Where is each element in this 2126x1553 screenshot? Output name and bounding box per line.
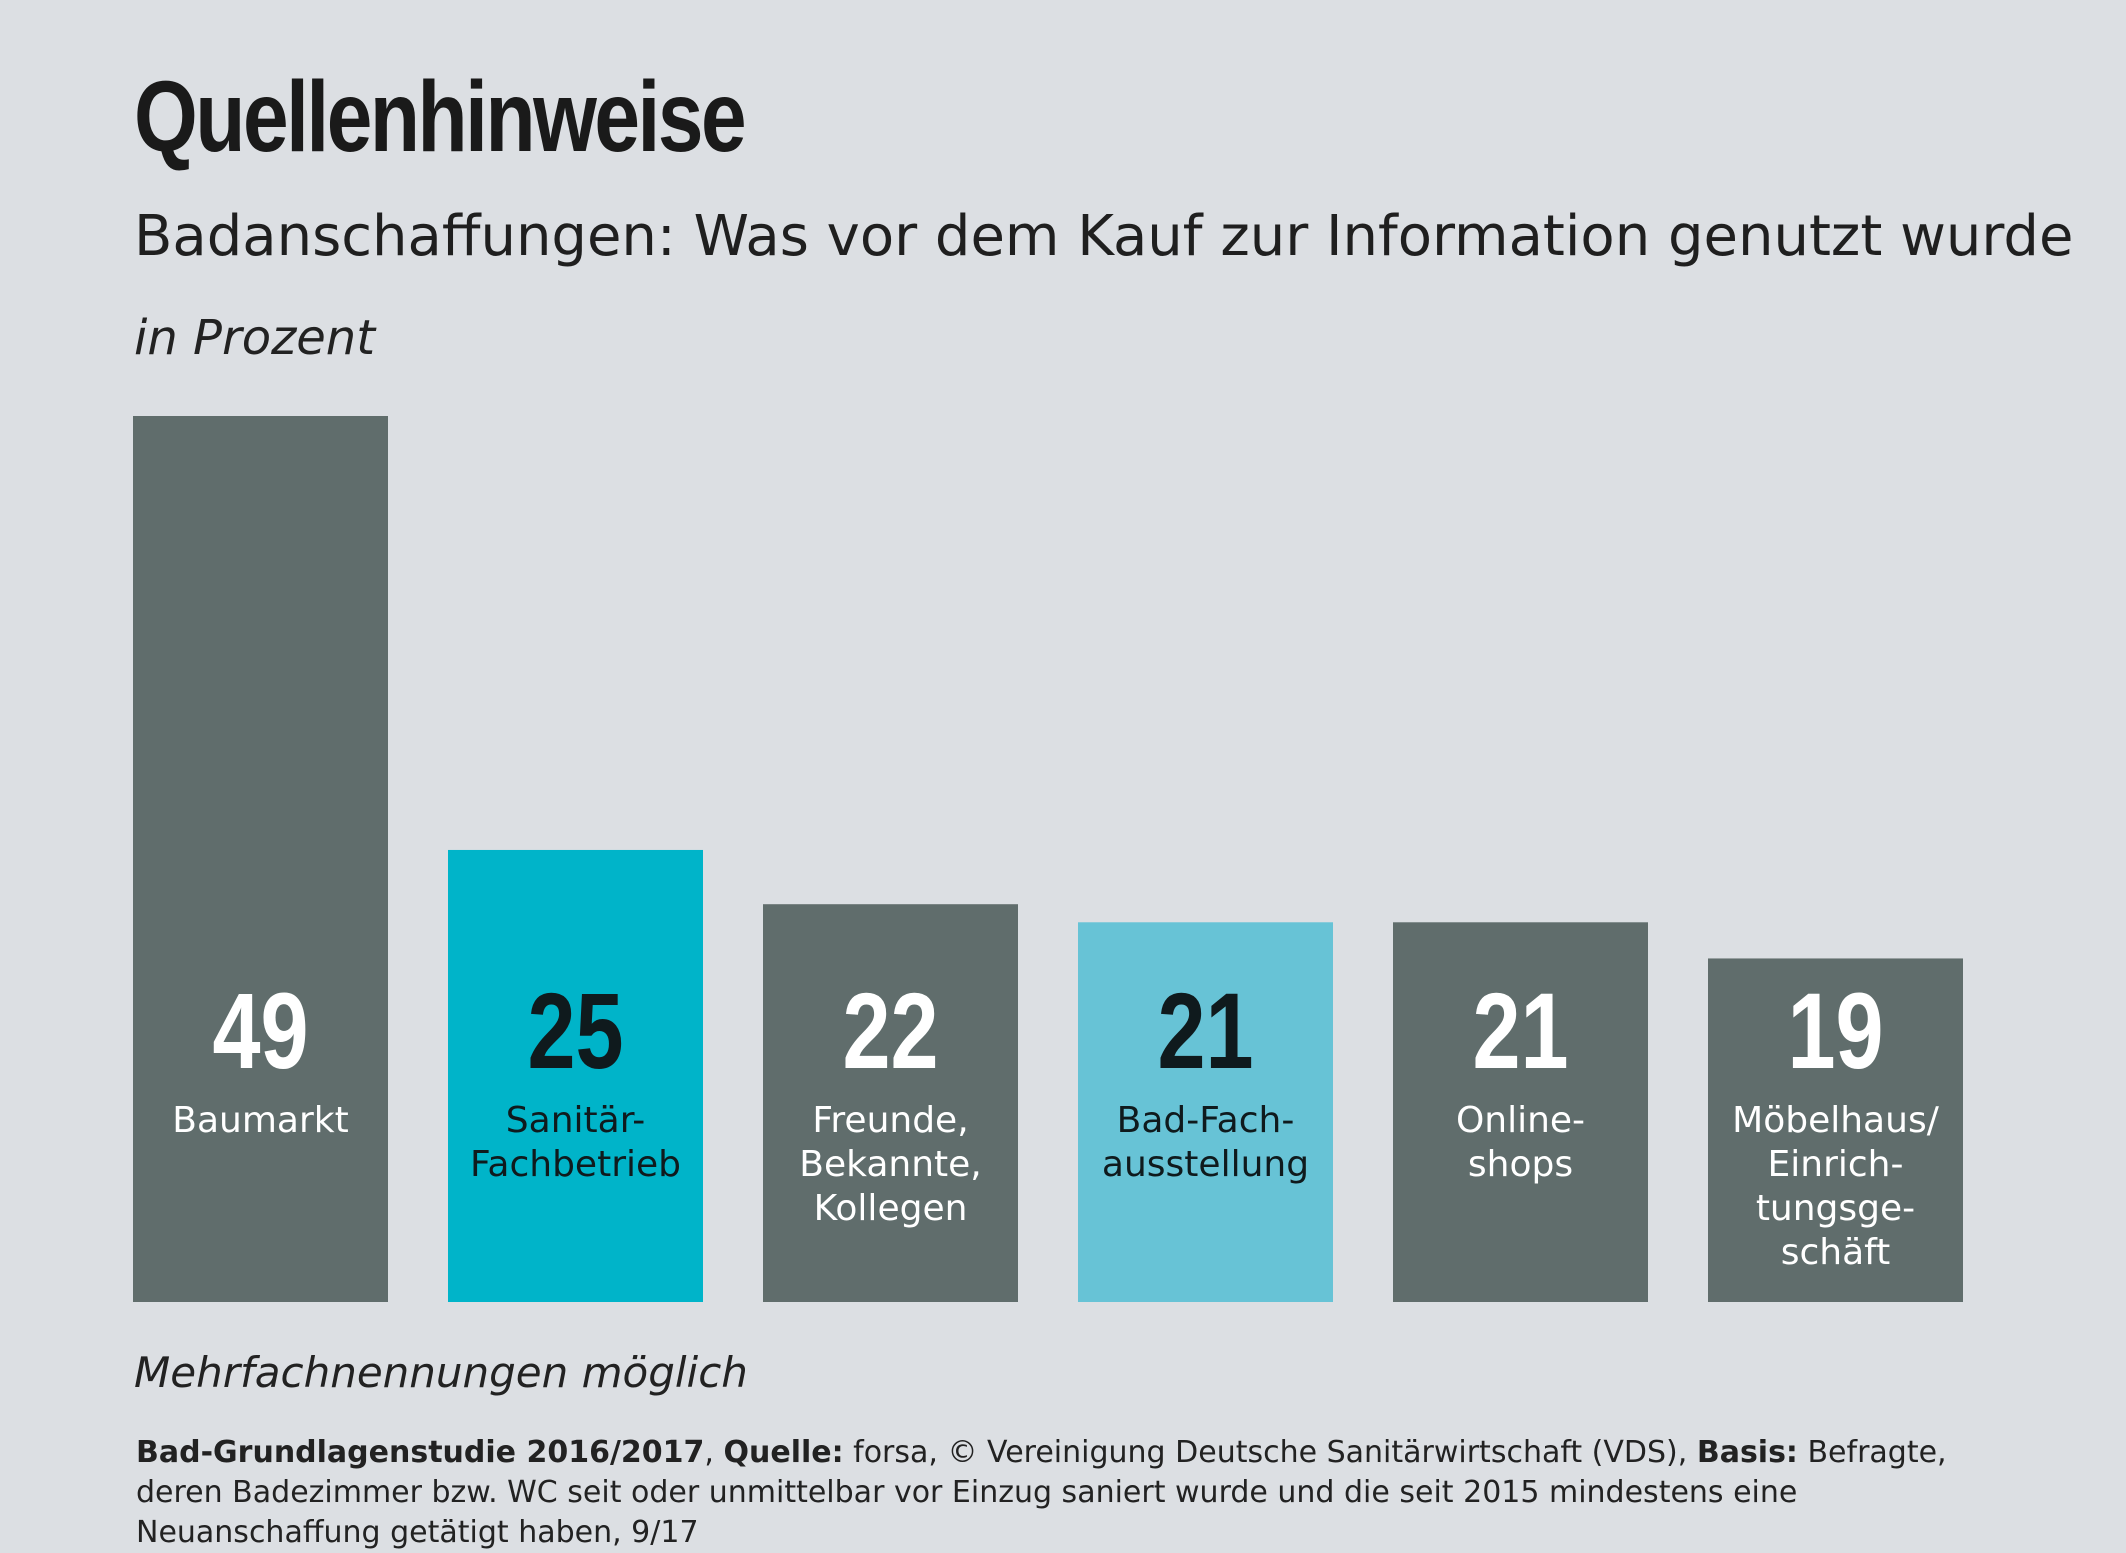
- bar-value-label: 22: [842, 970, 938, 1091]
- bar-value-label: 49: [212, 970, 308, 1091]
- footer-study: Bad-Grundlagenstudie 2016/2017: [136, 1435, 705, 1470]
- bar-value-label: 19: [1787, 970, 1883, 1091]
- footer-basis-text: Befragte, deren Badezimmer bzw. WC seit …: [136, 1435, 1947, 1550]
- footer-basis-label: Basis:: [1696, 1435, 1798, 1470]
- bar-category-label: Freunde, Bekannte, Kollegen: [799, 1100, 981, 1229]
- bar-category-label: Möbelhaus/Einrich-tungsge-schäft: [1732, 1100, 1940, 1273]
- chart-title: Quellenhinweise: [134, 61, 747, 173]
- footer-source-text: forsa, © Vereinigung Deutsche Sanitärwir…: [843, 1435, 1697, 1470]
- bar-category-label: Baumarkt: [172, 1100, 348, 1141]
- bar-1: [133, 416, 388, 1302]
- chart-subtitle: Badanschaffungen: Was vor dem Kauf zur I…: [134, 204, 2074, 269]
- bar-category-label: Online-shops: [1456, 1100, 1585, 1185]
- bar-category-label: Bad-Fach-ausstellung: [1102, 1100, 1309, 1185]
- bar-6: [1708, 958, 1963, 1302]
- unit-label: in Prozent: [134, 310, 376, 366]
- bar-value-label: 21: [1157, 970, 1253, 1091]
- bar-category-label: Sanitär-Fachbetrieb: [470, 1100, 681, 1185]
- bar-5: [1393, 922, 1648, 1302]
- bar-3: [763, 904, 1018, 1302]
- bar-2: [448, 849, 703, 1302]
- bar-value-label: 21: [1472, 970, 1568, 1091]
- bar-4: [1078, 922, 1333, 1302]
- bar-value-label: 25: [527, 970, 623, 1091]
- multiple-answers-note: Mehrfachnennungen möglich: [134, 1348, 748, 1397]
- footer-source-label: Quelle:: [723, 1435, 844, 1470]
- footer-separator: ,: [704, 1435, 724, 1470]
- source-footer: Bad-Grundlagenstudie 2016/2017, Quelle: …: [136, 1433, 2036, 1553]
